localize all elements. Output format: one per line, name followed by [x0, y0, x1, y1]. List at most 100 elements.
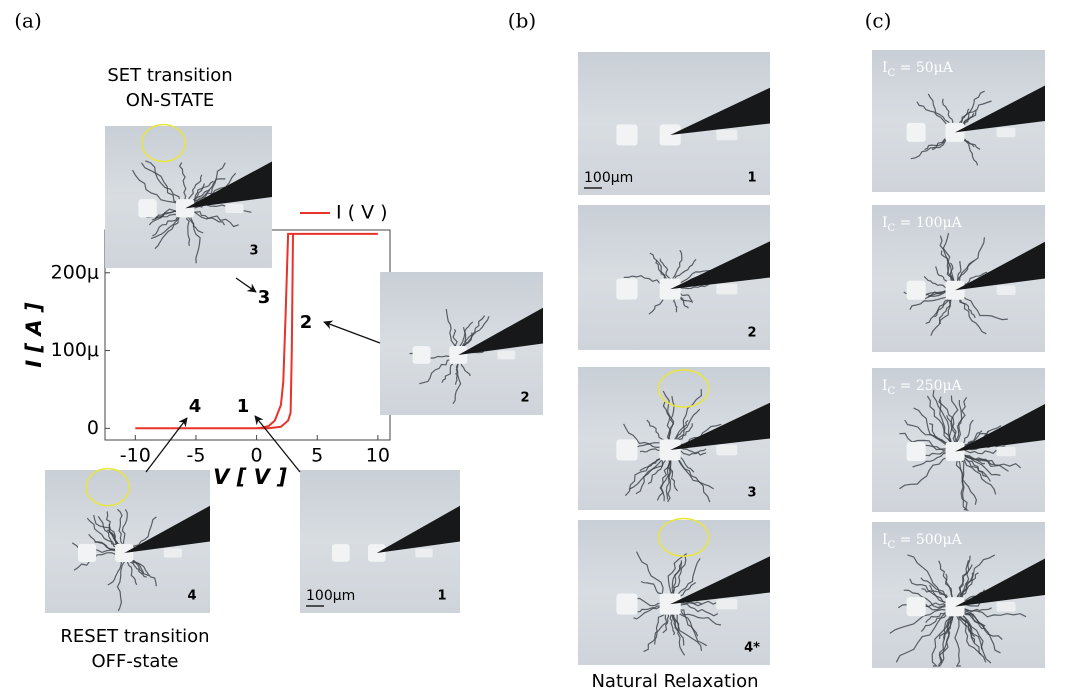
image-label: 3: [249, 244, 258, 259]
dendrite: [671, 611, 685, 646]
dendrite: [441, 361, 454, 383]
dendrite: [454, 362, 459, 385]
pad: [716, 129, 738, 141]
dendrite: [910, 136, 950, 160]
dendrite: [924, 136, 949, 151]
dendrite: [954, 614, 961, 667]
pad: [163, 548, 182, 558]
dendrite: [937, 614, 954, 667]
dendrite: [88, 533, 117, 552]
annotation: 1: [237, 396, 250, 417]
probe-needle: [955, 404, 1045, 452]
image-label: 3: [747, 486, 756, 501]
probe-needle: [376, 505, 460, 553]
pad: [716, 444, 738, 456]
dendrite: [460, 332, 473, 348]
dendrite: [668, 396, 675, 443]
dendrite: [955, 459, 968, 511]
dendrite: [899, 432, 948, 451]
x-tick-label: -5: [186, 445, 205, 467]
dendrite: [636, 443, 663, 449]
dendrite: [932, 390, 952, 445]
annotation: 4: [189, 396, 202, 417]
probe-needle: [670, 241, 770, 290]
current-label-part: = 50μA: [895, 60, 954, 76]
dendrite: [941, 98, 954, 126]
dendrite: [86, 517, 119, 549]
current-label-part: I: [882, 378, 888, 394]
dendrite: [899, 456, 950, 490]
dendrite: [445, 308, 457, 348]
dendrite: [452, 329, 458, 348]
micrograph: [300, 470, 460, 613]
annotation-arrow: [145, 417, 188, 473]
dendrite: [959, 457, 997, 495]
dendrite: [145, 160, 181, 203]
pad: [945, 442, 965, 462]
dendrite: [452, 362, 462, 405]
pad: [78, 543, 97, 563]
annotation-arrow: [254, 415, 301, 473]
dendrite: [957, 260, 962, 283]
dendrite: [913, 407, 950, 447]
dendrite: [678, 450, 707, 456]
micrograph: [380, 272, 543, 415]
y-tick-label: 0: [87, 417, 99, 439]
pad: [415, 548, 433, 558]
dendrite: [923, 276, 948, 290]
dendrite: [925, 610, 949, 624]
dendrite: [460, 362, 471, 377]
dendrite: [960, 611, 975, 638]
micrograph: [872, 522, 1045, 668]
dendrite: [925, 295, 951, 324]
dendrite: [949, 262, 956, 283]
micrograph: [578, 52, 770, 195]
dendrite: [958, 613, 982, 655]
micrograph: [578, 205, 770, 350]
dendrite: [677, 606, 722, 626]
dendrite: [178, 162, 187, 201]
dendrite: [662, 611, 670, 634]
dendrite: [938, 396, 955, 445]
dendrite: [676, 608, 699, 637]
caption: RESET transition: [60, 626, 209, 647]
dendrite: [187, 174, 203, 202]
y-tick-label: 100μ: [51, 339, 99, 361]
dendrite: [669, 611, 676, 636]
dendrite: [462, 316, 490, 350]
dendrite: [666, 457, 672, 503]
dendrite: [662, 390, 675, 443]
pad: [996, 285, 1016, 296]
probe-needle: [670, 402, 770, 450]
x-tick-label: 10: [366, 445, 390, 467]
micrograph: [578, 367, 770, 510]
highlight-circle: [85, 467, 130, 507]
dendrite: [116, 560, 126, 612]
dendrite: [637, 605, 663, 613]
dendrite: [927, 93, 951, 127]
dendrite: [904, 419, 949, 448]
pad: [945, 280, 965, 300]
probe-needle: [955, 558, 1045, 607]
dendrite: [909, 578, 949, 604]
scale-bar-label: 100μm: [306, 588, 355, 604]
dendrite: [677, 270, 712, 287]
dendrite: [643, 610, 667, 653]
annotation: 2: [300, 312, 313, 333]
dendrite: [131, 169, 179, 205]
y-tick-label: 200μ: [51, 261, 99, 283]
dendrite: [152, 213, 180, 237]
dendrite: [105, 511, 122, 547]
current-label-part: = 500μA: [895, 532, 962, 548]
probe-needle: [185, 161, 272, 209]
dendrite: [940, 250, 953, 284]
dendrite: [671, 611, 678, 632]
pad: [497, 350, 516, 360]
dendrite: [141, 162, 181, 203]
dendrite: [938, 613, 953, 639]
dendrite: [959, 100, 992, 127]
dendrite: [672, 389, 703, 443]
pad: [996, 446, 1016, 457]
dendrite: [128, 559, 143, 575]
dendrite: [459, 327, 466, 348]
